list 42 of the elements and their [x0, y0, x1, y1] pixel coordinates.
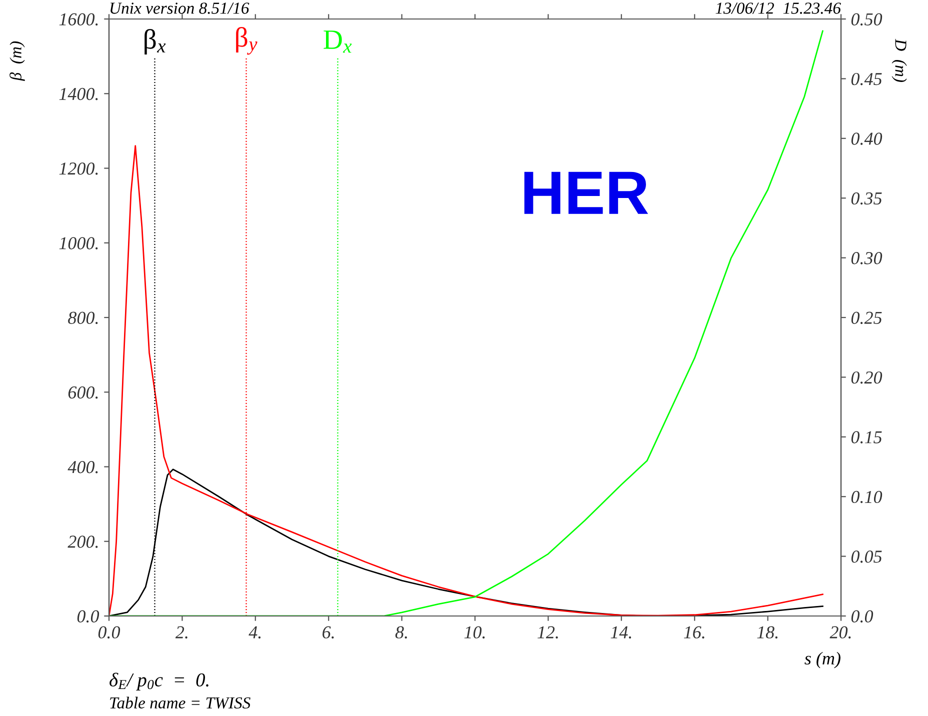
x-tick-label: 6.	[322, 626, 334, 639]
text: D$_{x}$	[324, 30, 352, 53]
y2-axis-title: D (m)	[892, 38, 907, 82]
text: δ$_{E}$/ p$_{0}$c = 0.	[110, 672, 208, 690]
y-tick-label: 800.	[68, 312, 98, 324]
y2-tick-label: 0.15	[851, 431, 882, 444]
text: Unix version 8.51/16	[110, 2, 250, 14]
x-tick-label: 14.	[610, 626, 632, 639]
y-axis-title: β (m)	[10, 41, 25, 81]
x-tick-label: 18.	[757, 626, 778, 639]
text: 13/06/12 15.23.46	[716, 2, 841, 14]
text: β$_{y}$	[236, 27, 258, 55]
y-tick-label: 1200.	[59, 162, 98, 175]
y-tick-label: 1400.	[59, 88, 98, 100]
y2-tick-label: 0.05	[851, 550, 882, 563]
y2-tick-label: 0.50	[851, 13, 882, 26]
x-axis-title: s (m)	[804, 652, 840, 668]
annotation: HER	[524, 172, 648, 214]
x-tick-label: 12.	[538, 626, 558, 639]
y-tick-label: 0.0	[77, 610, 100, 623]
x-tick-label: 2.	[175, 626, 188, 639]
y-tick-label: 600.	[68, 386, 98, 399]
x-tick-label: 10.	[464, 626, 485, 639]
y-tick-label: 1000.	[59, 237, 98, 250]
y2-tick-label: 0.30	[851, 252, 882, 264]
y2-tick-label: 0.45	[851, 72, 882, 86]
text: β$_{x}$	[144, 28, 166, 54]
y2-tick-label: 0.10	[851, 490, 882, 504]
y2-tick-label: 0.40	[851, 132, 882, 145]
text: Table name = TWISS	[110, 696, 250, 709]
y2-tick-label: 0.35	[851, 192, 882, 205]
x-tick-label: 16.	[684, 626, 704, 639]
y2-tick-label: 0.20	[851, 371, 882, 384]
y2-tick-label: 0.25	[851, 312, 882, 324]
y2-tick-label: 0.0	[851, 610, 874, 623]
x-tick-label: 4.	[248, 626, 261, 639]
y-tick-label: 1600.	[59, 13, 98, 26]
x-tick-label: 20.	[830, 626, 851, 639]
x-tick-label: 0.0	[98, 626, 120, 639]
x-tick-label: 8.	[395, 626, 407, 639]
y-tick-label: 400.	[68, 461, 98, 474]
y-tick-label: 200.	[68, 536, 98, 548]
